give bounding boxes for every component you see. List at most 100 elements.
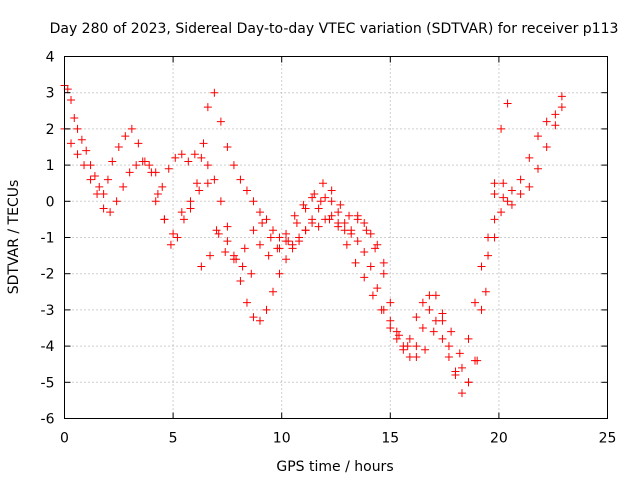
data-point <box>99 204 108 213</box>
data-point <box>447 327 456 336</box>
data-point <box>308 215 317 224</box>
data-point <box>232 255 241 264</box>
data-point <box>255 208 264 217</box>
y-tick-label: 2 <box>46 122 55 138</box>
data-point <box>373 240 382 249</box>
y-tick-label: -1 <box>41 231 55 247</box>
x-axis-label: GPS time / hours <box>276 459 393 475</box>
x-tick-label: 25 <box>599 431 617 447</box>
data-point <box>236 276 245 285</box>
data-point <box>362 226 371 235</box>
y-tick-label: -6 <box>41 412 55 428</box>
data-point <box>169 229 178 238</box>
data-point <box>73 150 82 159</box>
data-point <box>551 121 560 130</box>
data-point <box>138 157 147 166</box>
y-tick-label: 3 <box>46 86 55 102</box>
data-point <box>301 226 310 235</box>
data-point <box>151 197 160 206</box>
data-point <box>301 204 310 213</box>
data-point <box>199 139 208 148</box>
data-point <box>371 244 380 253</box>
data-point <box>197 153 206 162</box>
data-point <box>262 305 271 314</box>
data-point <box>158 182 167 191</box>
data-point <box>327 211 336 220</box>
data-point <box>203 161 212 170</box>
data-point <box>212 226 221 235</box>
data-point <box>533 132 542 141</box>
series-track-b <box>60 124 512 376</box>
data-point <box>429 327 438 336</box>
data-point <box>269 287 278 296</box>
data-point <box>108 157 117 166</box>
data-point <box>351 258 360 267</box>
data-point <box>125 168 134 177</box>
data-point <box>184 157 193 166</box>
data-point <box>290 211 299 220</box>
data-point <box>360 247 369 256</box>
data-point <box>179 215 188 224</box>
data-point <box>425 305 434 314</box>
data-point <box>353 215 362 224</box>
data-point <box>93 190 102 199</box>
data-point <box>405 334 414 343</box>
data-point <box>282 229 291 238</box>
data-point <box>394 331 403 340</box>
x-tick-labels: 0 5 10 15 20 25 <box>60 431 616 447</box>
data-point <box>516 190 525 199</box>
data-point <box>490 179 499 188</box>
series-track-d <box>197 92 566 271</box>
data-point <box>160 215 169 224</box>
data-point <box>457 389 466 398</box>
data-point <box>499 193 508 202</box>
data-point <box>70 114 79 123</box>
data-point <box>221 247 230 256</box>
data-point <box>197 262 206 271</box>
data-point <box>190 150 199 159</box>
data-point <box>216 117 225 126</box>
data-point <box>151 168 160 177</box>
data-point <box>327 186 336 195</box>
x-tick-label: 0 <box>60 431 69 447</box>
data-point <box>177 150 186 159</box>
data-point <box>195 186 204 195</box>
data-point <box>292 219 301 228</box>
data-point <box>249 226 258 235</box>
data-point <box>477 305 486 314</box>
data-point <box>325 215 334 224</box>
y-tick-labels: -6 -5 -4 -3 -2 -1 0 1 2 3 4 <box>41 50 55 428</box>
data-point <box>255 316 264 325</box>
data-point <box>262 215 271 224</box>
data-point <box>533 164 542 173</box>
data-point <box>503 197 512 206</box>
data-point <box>345 211 354 220</box>
data-point <box>266 233 275 242</box>
data-point <box>275 269 284 278</box>
data-point <box>490 215 499 224</box>
data-point <box>295 237 304 246</box>
y-tick-label: 0 <box>46 194 55 210</box>
data-point <box>186 197 195 206</box>
data-point <box>360 219 369 228</box>
data-point <box>318 179 327 188</box>
y-tick-label: 4 <box>46 50 55 66</box>
data-point <box>236 175 245 184</box>
data-point <box>223 237 232 246</box>
data-point <box>77 135 86 144</box>
data-point <box>177 208 186 217</box>
data-point <box>153 190 162 199</box>
data-point <box>392 334 401 343</box>
data-point <box>249 197 258 206</box>
data-point <box>499 179 508 188</box>
data-point <box>275 244 284 253</box>
data-point <box>557 92 566 101</box>
data-point <box>444 352 453 361</box>
data-point <box>314 204 323 213</box>
x-tick-label: 5 <box>169 431 178 447</box>
data-point <box>275 233 284 242</box>
data-point <box>444 342 453 351</box>
y-tick-label: -5 <box>41 375 55 391</box>
data-point <box>132 161 141 170</box>
